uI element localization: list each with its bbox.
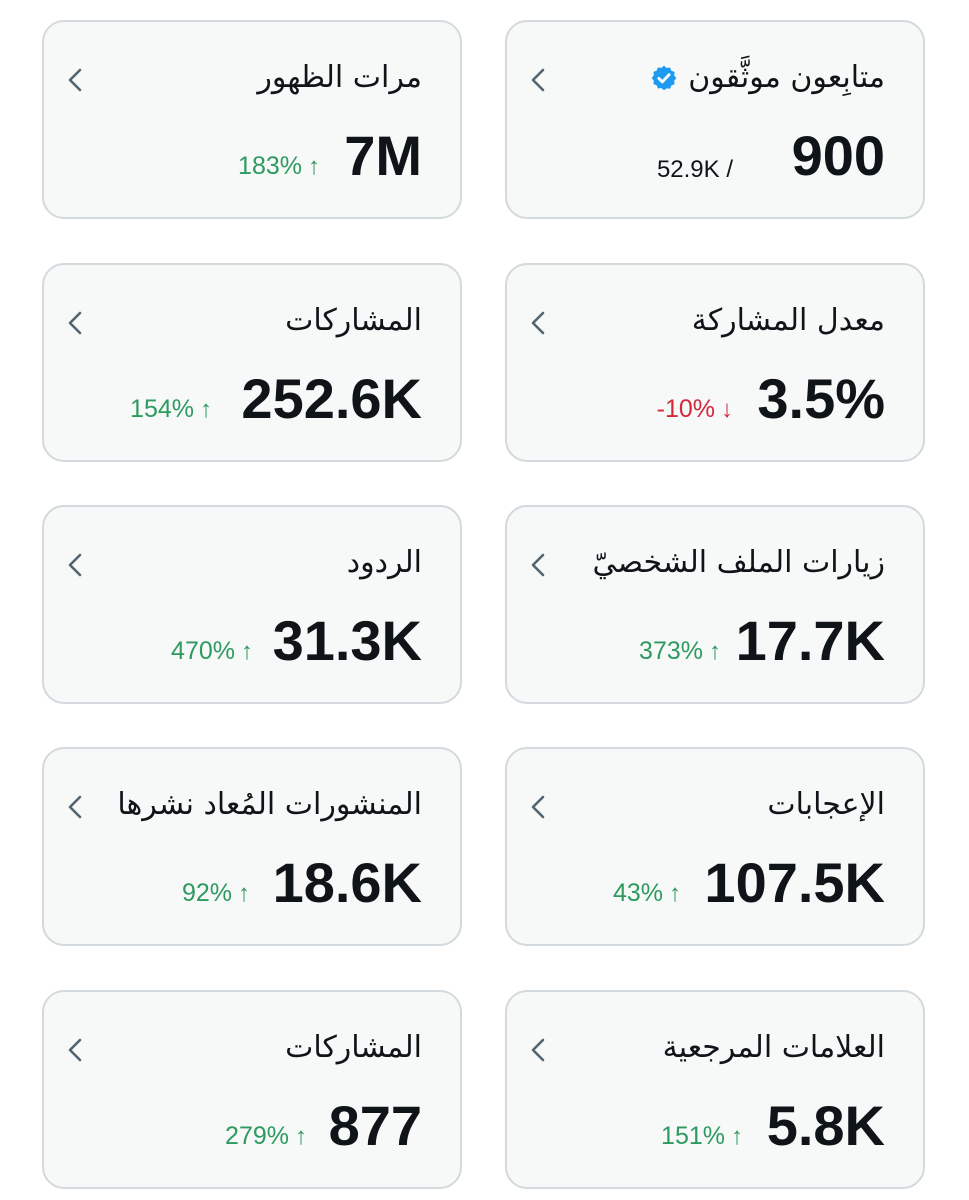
card-title: مرات الظهور (257, 60, 422, 95)
change-value: 373% (639, 637, 703, 665)
arrow-down-icon: ↓ (721, 395, 733, 423)
change-indicator: 279% ↑ (225, 1122, 307, 1151)
card-title: معدل المشاركة (692, 303, 885, 338)
card-value: 3.5% (757, 367, 885, 430)
card-engagements[interactable]: المشاركات 252.6K 154% ↑ (42, 263, 462, 462)
card-title: العلامات المرجعية (663, 1030, 885, 1065)
card-total: 52.9K / (656, 156, 733, 183)
chevron-left-icon[interactable] (64, 66, 86, 94)
arrow-up-icon: ↑ (295, 1122, 307, 1150)
card-title-text: معدل المشاركة (691, 303, 885, 338)
card-value: 107.5K (704, 851, 885, 914)
arrow-up-icon: ↑ (241, 637, 253, 665)
card-profile-visits[interactable]: زيارات الملف الشخصيّ 17.7K 373% ↑ (505, 505, 925, 704)
card-title: المنشورات المُعاد نشرها (117, 787, 422, 822)
change-value: 154% (130, 395, 194, 423)
card-title-text: المنشورات المُعاد نشرها (117, 787, 422, 822)
chevron-left-icon[interactable] (64, 309, 86, 337)
card-verified-followers[interactable]: متابِعون موثَّقون 900 52.9K / (505, 20, 925, 219)
chevron-left-icon[interactable] (64, 551, 86, 579)
chevron-left-icon[interactable] (527, 309, 549, 337)
chevron-left-icon[interactable] (527, 551, 549, 579)
card-value: 31.3K (272, 609, 422, 672)
card-title: الردود (347, 545, 422, 580)
arrow-up-icon: ↑ (669, 879, 681, 907)
card-bookmarks[interactable]: العلامات المرجعية 5.8K 151% ↑ (505, 990, 925, 1189)
change-value: -10% (656, 395, 715, 423)
card-value: 17.7K (735, 609, 885, 672)
card-engagement-rate[interactable]: معدل المشاركة 3.5% -10% ↓ (505, 263, 925, 462)
chevron-left-icon[interactable] (527, 66, 549, 94)
chevron-left-icon[interactable] (64, 793, 86, 821)
change-indicator: 151% ↑ (661, 1122, 743, 1151)
change-indicator: 183% ↑ (238, 152, 320, 181)
card-shares[interactable]: المشاركات 877 279% ↑ (42, 990, 462, 1189)
card-impressions[interactable]: مرات الظهور 7M 183% ↑ (42, 20, 462, 219)
card-title: المشاركات (285, 1030, 422, 1065)
change-indicator: -10% ↓ (657, 395, 733, 424)
card-title-text: الردود (346, 545, 422, 580)
card-title-text: الإعجابات (767, 787, 885, 822)
change-indicator: 470% ↑ (171, 637, 253, 666)
chevron-left-icon[interactable] (527, 793, 549, 821)
card-reposts[interactable]: المنشورات المُعاد نشرها 18.6K 92% ↑ (42, 747, 462, 946)
arrow-up-icon: ↑ (238, 879, 250, 907)
change-value: 279% (225, 1122, 289, 1150)
card-value: 7M (344, 124, 422, 187)
card-title-text: العلامات المرجعية (662, 1030, 885, 1065)
card-title: زيارات الملف الشخصيّ (592, 545, 885, 580)
card-title-text: متابِعون موثَّقون (688, 60, 885, 95)
change-indicator: 92% ↑ (182, 879, 250, 908)
verified-badge-icon (650, 64, 678, 92)
chevron-left-icon[interactable] (64, 1036, 86, 1064)
card-title: الإعجابات (767, 787, 885, 822)
card-value: 252.6K (241, 367, 422, 430)
change-value: 470% (171, 637, 235, 665)
change-value: 183% (238, 152, 302, 180)
card-title-text: مرات الظهور (257, 60, 422, 95)
chevron-left-icon[interactable] (527, 1036, 549, 1064)
card-replies[interactable]: الردود 31.3K 470% ↑ (42, 505, 462, 704)
arrow-up-icon: ↑ (731, 1122, 743, 1150)
change-value: 43% (612, 879, 663, 907)
change-indicator: 43% ↑ (613, 879, 681, 908)
card-title-text: زيارات الملف الشخصيّ (592, 545, 885, 580)
arrow-up-icon: ↑ (308, 152, 320, 180)
card-value: 5.8K (766, 1094, 885, 1157)
card-likes[interactable]: الإعجابات 107.5K 43% ↑ (505, 747, 925, 946)
change-value: 151% (661, 1122, 725, 1150)
arrow-up-icon: ↑ (709, 637, 721, 665)
change-value: 92% (181, 879, 232, 907)
card-title: متابِعون موثَّقون (650, 60, 885, 95)
card-title-text: المشاركات (285, 303, 422, 338)
change-indicator: 154% ↑ (130, 395, 212, 424)
card-title-text: المشاركات (285, 1030, 422, 1065)
card-title: المشاركات (285, 303, 422, 338)
change-indicator: 373% ↑ (639, 637, 721, 666)
card-value: 18.6K (272, 851, 422, 914)
card-value: 877 (328, 1094, 422, 1157)
arrow-up-icon: ↑ (200, 395, 212, 423)
card-value: 900 (791, 124, 885, 187)
